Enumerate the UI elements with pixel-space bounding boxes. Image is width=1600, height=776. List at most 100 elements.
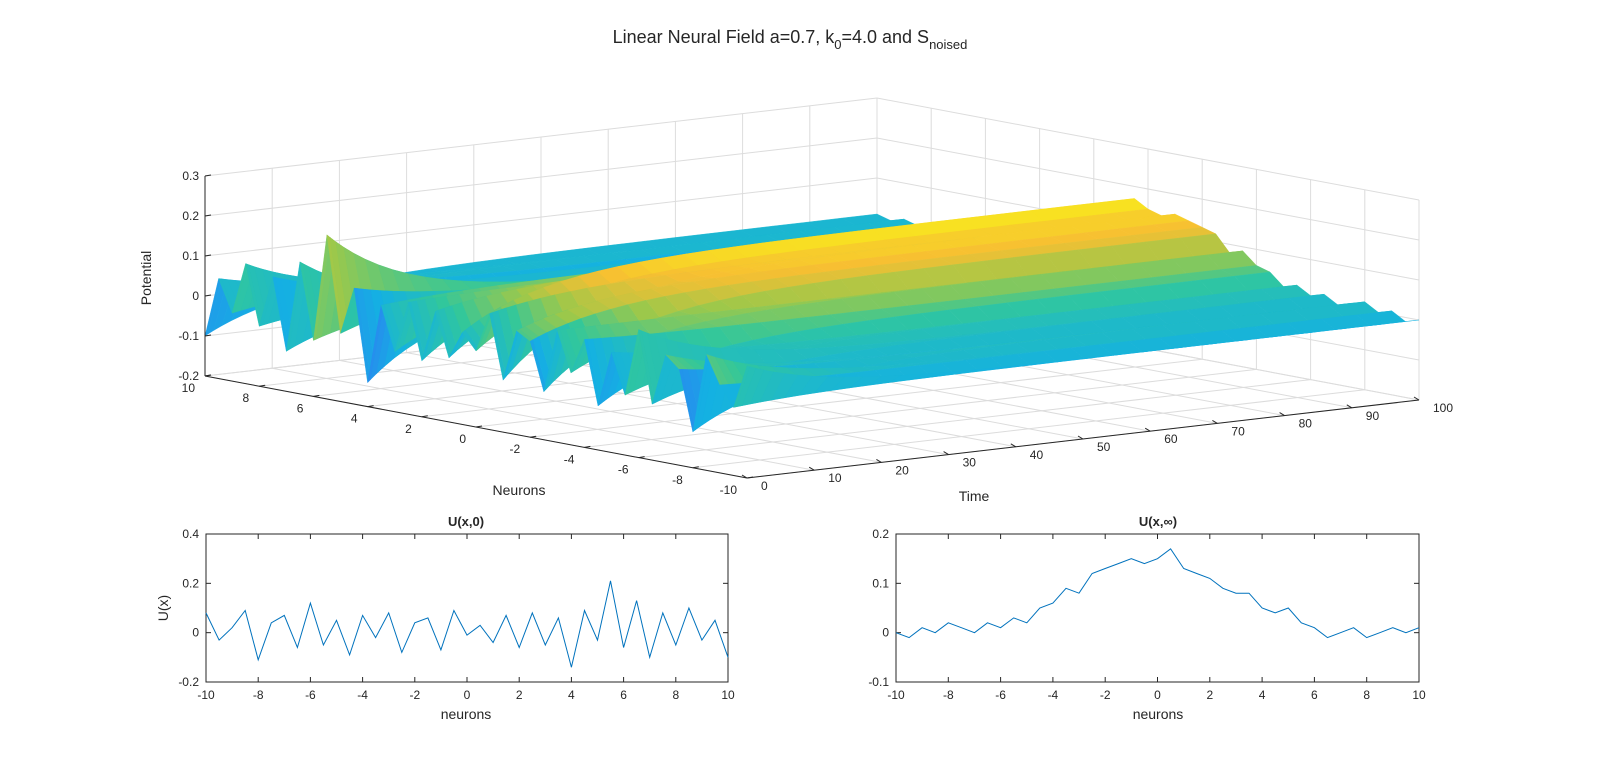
grid-line xyxy=(204,97,878,177)
x-tick-label: 4 xyxy=(568,688,575,702)
x-tick-label: -4 xyxy=(1048,688,1059,702)
grid-line xyxy=(876,137,1420,241)
x-tick-label: 10 xyxy=(1412,688,1426,702)
time-tick-label: 10 xyxy=(828,471,842,485)
steady-plot-xlabel: neurons xyxy=(1133,706,1184,722)
neurons-tick xyxy=(584,445,591,448)
time-tick xyxy=(1346,404,1353,409)
x-tick-label: 0 xyxy=(1154,688,1161,702)
y-tick-label: 0.2 xyxy=(872,527,889,541)
y-tick-label: 0 xyxy=(882,626,889,640)
time-tick xyxy=(1144,427,1151,432)
time-tick-label: 80 xyxy=(1299,417,1313,431)
z-tick-label: 0 xyxy=(192,289,199,303)
x-tick-label: -10 xyxy=(197,688,215,702)
neurons-tick-label: -10 xyxy=(720,483,738,497)
neurons-tick-label: 0 xyxy=(459,432,466,446)
z-tick xyxy=(204,294,212,297)
steady-series-line xyxy=(895,548,1420,639)
grid-line xyxy=(692,389,1365,469)
surface-ylabel: Neurons xyxy=(493,482,546,498)
x-tick-label: 8 xyxy=(1363,688,1370,702)
title-mid: =4.0 and S xyxy=(841,27,929,47)
time-tick-label: 70 xyxy=(1231,424,1245,438)
neurons-tick-label: 2 xyxy=(405,422,412,436)
initial-plot-ticks: -10 -8 -6 -4 -2 0 2 4 6 8 10 -0.2 0 0.2 0.4 xyxy=(178,527,735,702)
neurons-tick xyxy=(475,425,483,428)
neurons-tick-label: -6 xyxy=(618,463,629,477)
neurons-tick xyxy=(638,456,645,459)
neurons-tick-label: 8 xyxy=(243,391,250,405)
grid-line xyxy=(638,379,1311,459)
z-tick xyxy=(204,174,212,177)
initial-plot-xlabel: neurons xyxy=(441,706,492,722)
surface-xlabel: Time xyxy=(959,488,990,504)
time-tick-label: 50 xyxy=(1097,440,1111,454)
time-tick-label: 30 xyxy=(963,456,977,470)
time-tick xyxy=(1077,435,1084,440)
title-s-sub: noised xyxy=(929,37,967,52)
z-tick xyxy=(204,214,212,217)
x-tick-label: 2 xyxy=(516,688,523,702)
neurons-tick xyxy=(259,384,266,387)
z-tick-label: -0.1 xyxy=(178,329,199,343)
x-tick-label: -8 xyxy=(253,688,264,702)
time-tick xyxy=(876,458,882,463)
x-tick-label: -6 xyxy=(305,688,316,702)
z-tick xyxy=(204,334,212,337)
time-tick xyxy=(808,466,815,471)
time-tick xyxy=(1212,419,1218,424)
time-tick-label: 0 xyxy=(761,479,768,493)
z-tick-label: 0.3 xyxy=(182,169,199,183)
x-tick-label: -2 xyxy=(409,688,420,702)
time-tick-label: 40 xyxy=(1030,448,1044,462)
x-tick-label: -2 xyxy=(1100,688,1111,702)
initial-state-plot: U(x,0) -10 -8 -6 -4 -2 0 2 4 6 8 10 -0.2 0 0.2 0.4 neu… xyxy=(155,514,735,722)
z-tick-label: -0.2 xyxy=(178,369,199,383)
neurons-tick xyxy=(421,415,428,418)
initial-plot-frame xyxy=(205,533,729,683)
neurons-tick xyxy=(746,476,754,479)
neurons-tick-label: 10 xyxy=(182,381,196,395)
steady-plot-ticks: -10 -8 -6 -4 -2 0 2 4 6 8 10 -0.1 0 0.1 0.2 xyxy=(868,527,1426,702)
initial-plot-title: U(x,0) xyxy=(448,514,484,529)
y-tick-label: 0 xyxy=(192,626,199,640)
z-tick-label: 0.2 xyxy=(182,209,199,223)
surface-mesh xyxy=(204,198,1420,433)
y-tick-label: 0.1 xyxy=(872,576,889,590)
y-tick-label: -0.2 xyxy=(178,675,199,689)
time-tick xyxy=(1413,396,1420,401)
surface-ticks: -0.2-0.100.10.20.3-10-8-6-4-202468100102… xyxy=(178,169,1453,497)
time-tick xyxy=(1279,412,1285,417)
time-tick xyxy=(943,451,949,456)
initial-plot-ylabel: U(x) xyxy=(155,595,171,621)
grid-line xyxy=(204,137,878,217)
x-tick-label: 10 xyxy=(721,688,735,702)
x-tick-label: -10 xyxy=(887,688,905,702)
time-tick-label: 20 xyxy=(895,463,909,477)
time-tick-label: 90 xyxy=(1366,409,1380,423)
neurons-tick xyxy=(367,405,374,408)
time-tick xyxy=(1010,443,1017,448)
y-tick-label: 0.2 xyxy=(182,576,199,590)
surface-zlabel: Potential xyxy=(138,251,154,305)
grid-line xyxy=(876,97,1420,201)
surface-patch xyxy=(1369,319,1420,326)
neurons-tick-label: 4 xyxy=(351,412,358,426)
x-tick-label: -6 xyxy=(995,688,1006,702)
x-tick-label: 4 xyxy=(1259,688,1266,702)
grid-line xyxy=(584,368,1257,448)
neurons-tick-label: -4 xyxy=(564,452,575,466)
time-tick-label: 100 xyxy=(1433,401,1453,415)
grid-line xyxy=(204,177,878,257)
surface-plot: -0.2-0.100.10.20.3-10-8-6-4-202468100102… xyxy=(138,97,1453,504)
time-tick-label: 60 xyxy=(1164,432,1178,446)
time-tick xyxy=(741,474,748,479)
x-tick-label: 6 xyxy=(620,688,627,702)
x-tick-label: -8 xyxy=(943,688,954,702)
initial-series-line xyxy=(205,580,729,668)
y-tick-label: 0.4 xyxy=(182,527,199,541)
grid-line xyxy=(530,358,1203,438)
x-tick-label: -4 xyxy=(357,688,368,702)
